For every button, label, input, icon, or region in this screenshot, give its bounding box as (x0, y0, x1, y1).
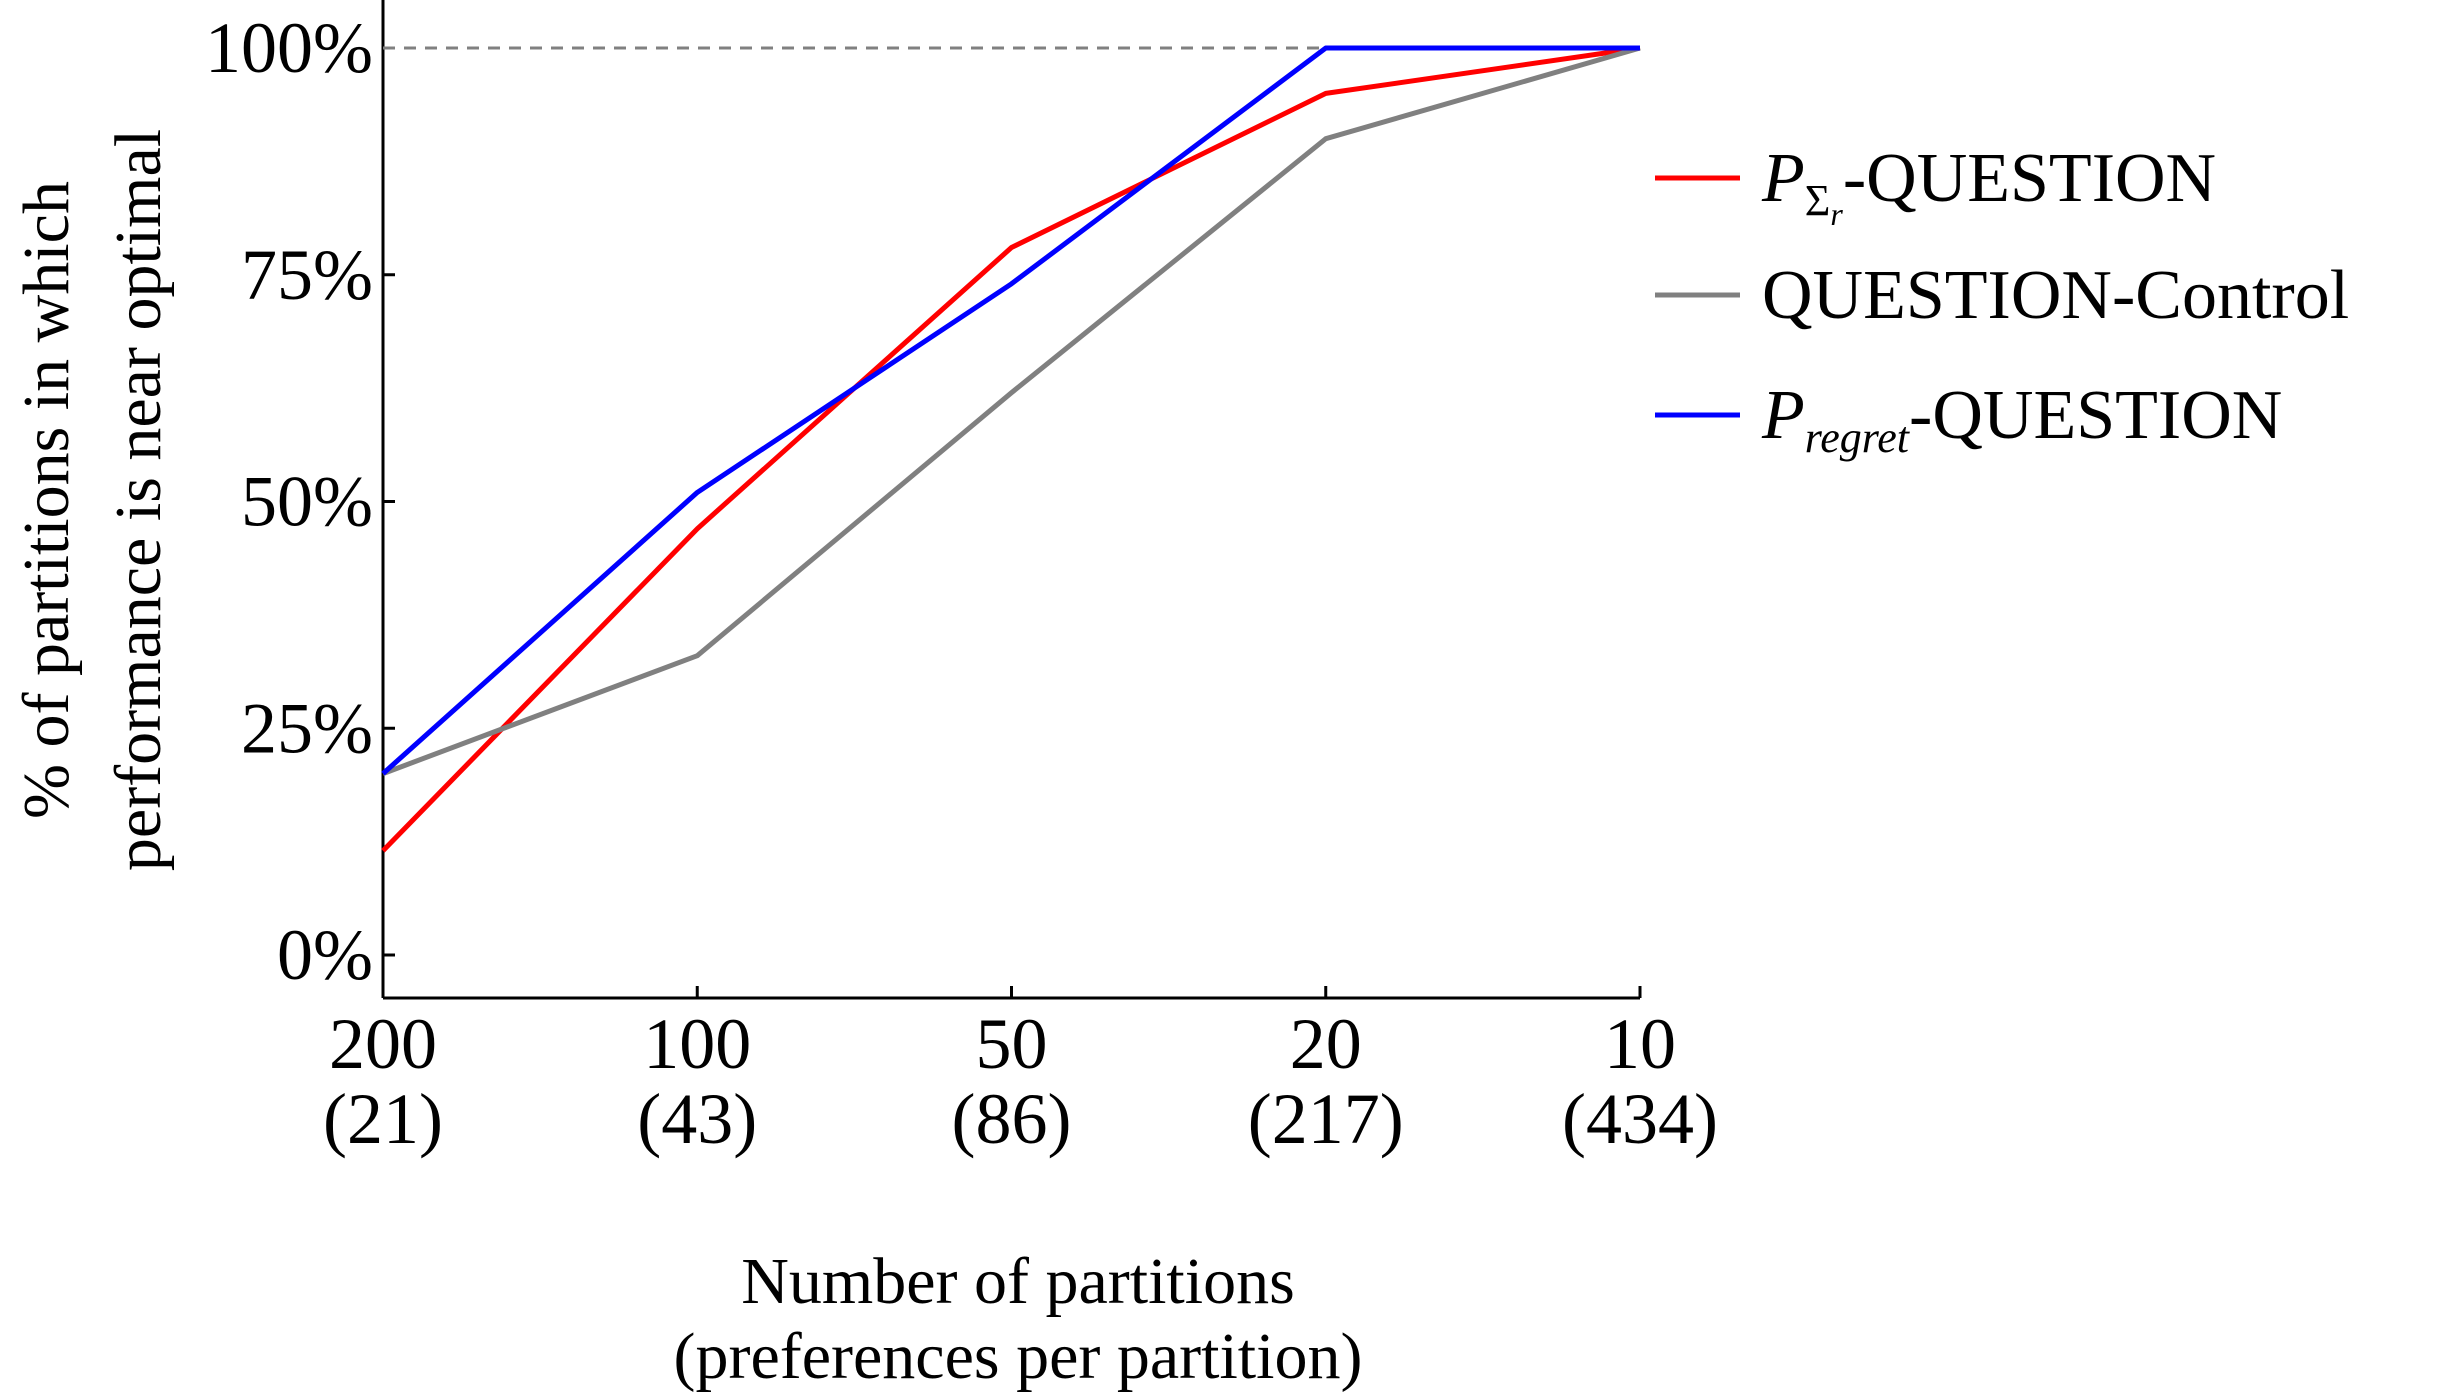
y-axis-title: % of partitions in which (10, 181, 83, 819)
x-tick-label: 20 (1290, 1004, 1362, 1084)
x-tick-sublabel: (86) (952, 1079, 1072, 1159)
y-tick-label: 75% (241, 235, 373, 315)
y-tick-label: 100% (205, 8, 373, 88)
y-tick-label: 50% (241, 462, 373, 542)
legend-label-1: QUESTION-Control (1762, 257, 2349, 334)
x-axis-subtitle: (preferences per partition) (674, 1320, 1363, 1393)
axis-titles: Number of partitions(preferences per par… (10, 129, 1362, 1393)
x-tick-label: 100 (643, 1004, 751, 1084)
y-tick-label: 25% (241, 688, 373, 768)
axes (381, 0, 1642, 1000)
series-line-1 (382, 45, 1641, 776)
x-tick-sublabel: (434) (1562, 1079, 1718, 1159)
series-group (381, 45, 1641, 853)
x-tick-sublabel: (21) (323, 1079, 443, 1159)
y-axis-subtitle: performance is near optimal (102, 129, 175, 871)
x-tick-label: 50 (976, 1004, 1048, 1084)
x-tick-labels: 200(21) 100(43) 50(86) 20(217) 10(434) (323, 1004, 1718, 1159)
y-tick-labels: 0% 25% 50% 75% 100% (205, 8, 373, 995)
x-tick-label: 200 (329, 1004, 437, 1084)
x-tick-sublabel: (217) (1248, 1079, 1404, 1159)
legend-label-0: PΣr-QUESTION (1761, 140, 2216, 232)
legend: PΣr-QUESTION QUESTION-Control Pregret-QUES… (1655, 140, 2349, 462)
series-line-2 (381, 45, 1640, 776)
x-axis-title: Number of partitions (741, 1245, 1295, 1318)
x-tick-sublabel: (43) (637, 1079, 757, 1159)
series-line-0 (381, 45, 1641, 853)
y-tick-label: 0% (277, 915, 373, 995)
legend-label-2: Pregret-QUESTION (1761, 377, 2282, 462)
x-tick-label: 10 (1604, 1004, 1676, 1084)
